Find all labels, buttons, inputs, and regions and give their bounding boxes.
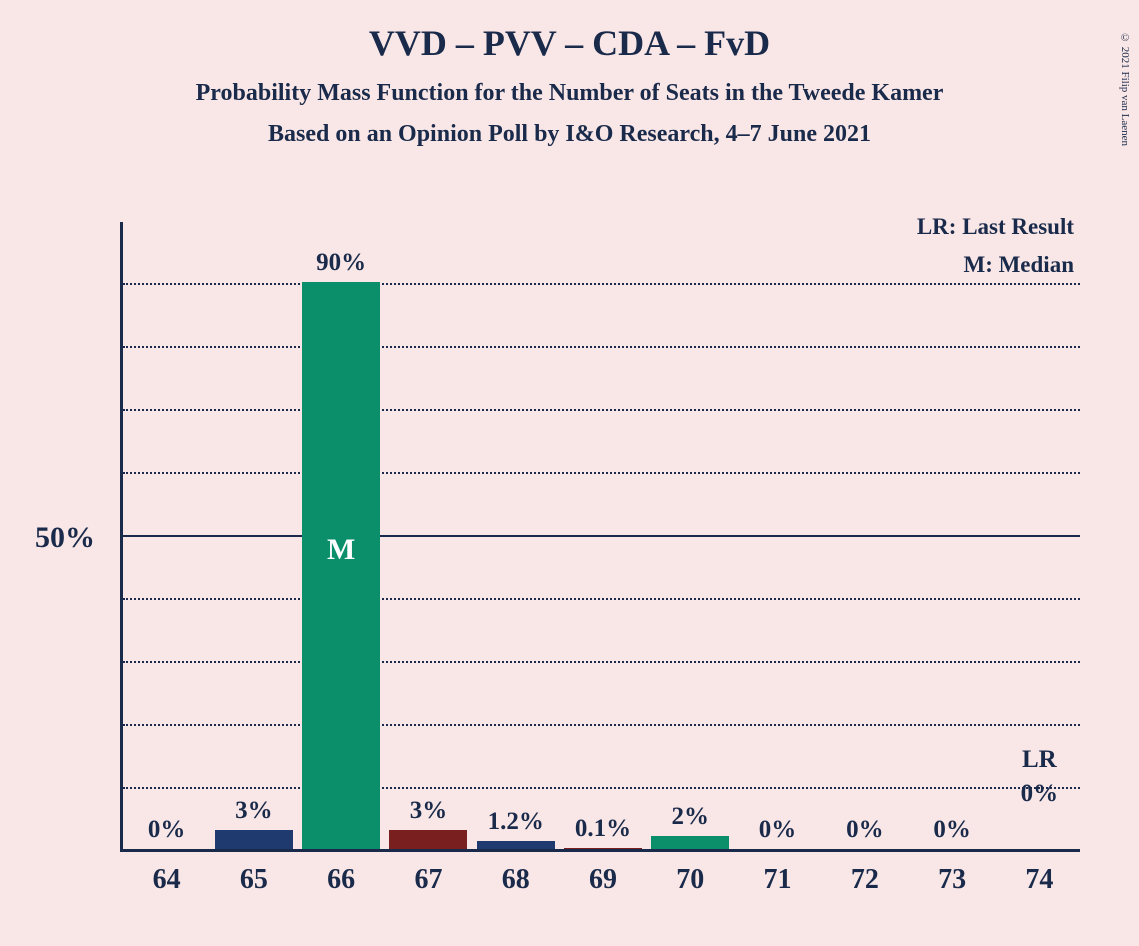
x-tick-label: 66 <box>327 864 355 896</box>
bar <box>477 841 555 849</box>
bar-value-label: 0% <box>846 816 884 844</box>
gridline <box>123 661 1080 663</box>
bar-value-label: 90% <box>316 249 366 277</box>
gridline <box>123 535 1080 537</box>
x-tick-label: 72 <box>851 864 879 896</box>
bar-value-label: 0.1% <box>575 815 631 843</box>
x-tick-label: 68 <box>502 864 530 896</box>
bar-value-label: 0% <box>933 816 971 844</box>
legend-m: M: Median <box>963 252 1074 278</box>
bar-value-label: 3% <box>235 797 273 825</box>
bar-value-label: 0% <box>148 816 186 844</box>
bar <box>564 848 642 849</box>
chart-title: VVD – PVV – CDA – FvD <box>0 22 1139 64</box>
bar <box>389 830 467 849</box>
bar-value-label: 3% <box>410 797 448 825</box>
bar-value-label: 2% <box>672 803 710 831</box>
x-tick-label: 71 <box>764 864 792 896</box>
x-tick-label: 65 <box>240 864 268 896</box>
median-marker: M <box>327 533 355 567</box>
chart-subtitle: Probability Mass Function for the Number… <box>0 80 1139 107</box>
y-axis <box>120 222 123 852</box>
copyright-text: © 2021 Filip van Laenen <box>1119 32 1131 146</box>
last-result-marker: LR <box>1022 746 1057 774</box>
x-axis <box>120 849 1080 852</box>
chart-subtitle-2: Based on an Opinion Poll by I&O Research… <box>0 121 1139 148</box>
gridline <box>123 409 1080 411</box>
bar-value-label: 0% <box>759 816 797 844</box>
gridline <box>123 283 1080 285</box>
bar <box>651 836 729 849</box>
x-tick-label: 74 <box>1025 864 1053 896</box>
gridline <box>123 472 1080 474</box>
y-axis-label: 50% <box>35 521 95 555</box>
x-tick-label: 67 <box>414 864 442 896</box>
x-tick-label: 64 <box>153 864 181 896</box>
x-tick-label: 70 <box>676 864 704 896</box>
gridline <box>123 724 1080 726</box>
gridline <box>123 787 1080 789</box>
bar <box>215 830 293 849</box>
bar-value-label: 0% <box>1021 780 1059 808</box>
x-tick-label: 69 <box>589 864 617 896</box>
bar-value-label: 1.2% <box>488 808 544 836</box>
x-tick-label: 73 <box>938 864 966 896</box>
legend-lr: LR: Last Result <box>917 214 1074 240</box>
chart-plot-area: 50%LR: Last ResultM: Median0%643%6590%66… <box>120 222 1080 852</box>
gridline <box>123 346 1080 348</box>
gridline <box>123 598 1080 600</box>
